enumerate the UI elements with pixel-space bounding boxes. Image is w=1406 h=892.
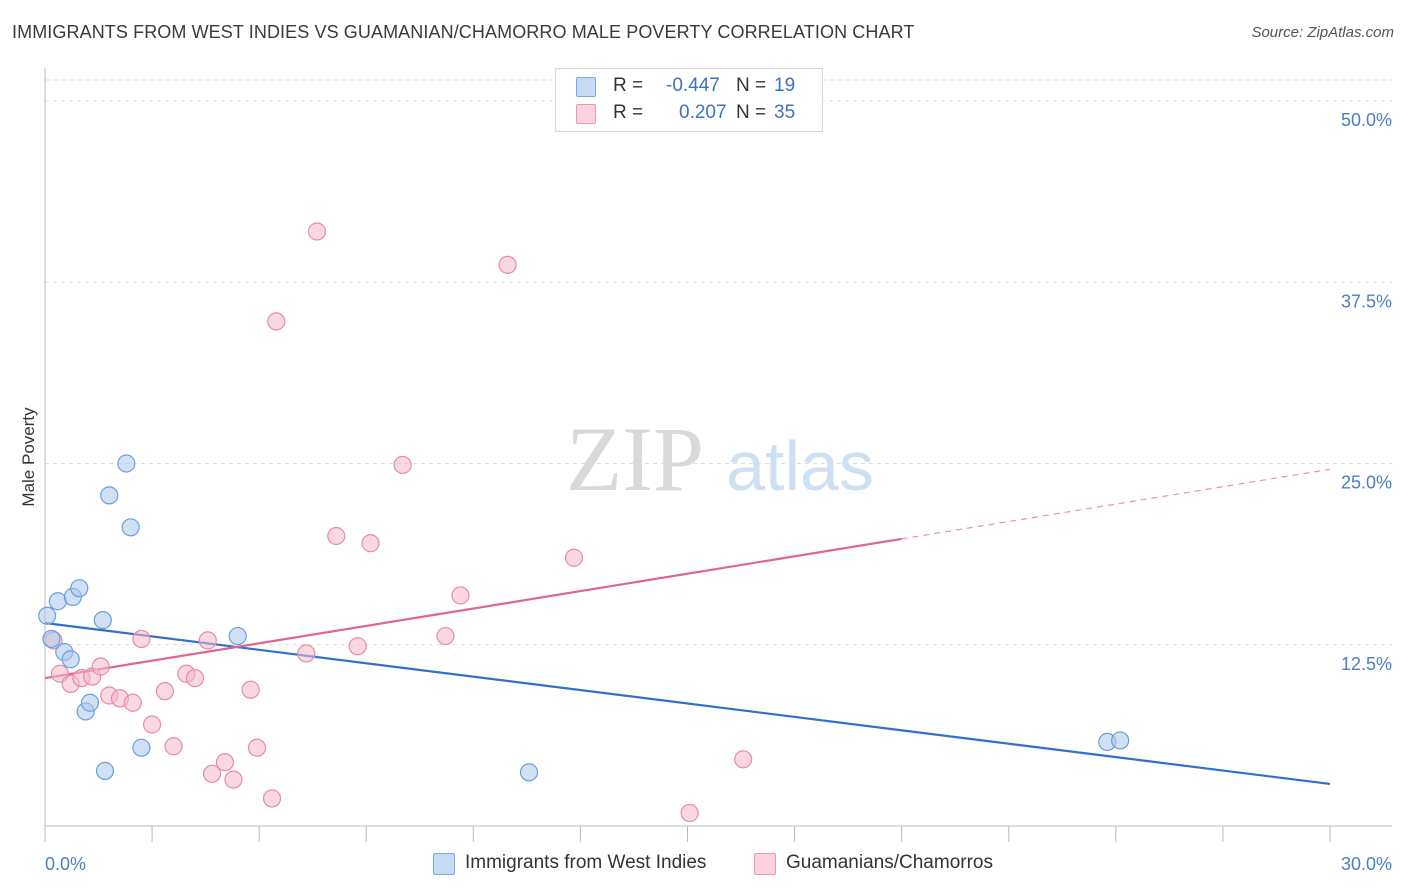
point-guamanians <box>164 737 183 756</box>
x-tick-labels: 0.0% 30.0% <box>45 854 1392 874</box>
point-west-indies <box>1111 731 1130 750</box>
legend-swatch-west-indies <box>576 77 596 97</box>
point-west-indies <box>100 486 119 505</box>
point-guamanians <box>451 586 470 605</box>
point-west-indies <box>121 518 140 537</box>
point-guamanians <box>241 680 260 699</box>
point-guamanians <box>202 764 222 783</box>
legend-swatch-guamanians <box>576 104 596 124</box>
point-guamanians <box>247 738 267 757</box>
point-guamanians <box>224 770 243 789</box>
legend-r-label: R = <box>613 102 644 123</box>
point-guamanians <box>564 548 584 567</box>
trend-line-west-indies <box>44 621 1331 786</box>
trend-lines <box>44 468 1331 786</box>
point-guamanians <box>393 455 412 475</box>
trend-line-extension <box>901 468 1331 540</box>
bottom-legend-swatch-west-indies <box>433 853 455 875</box>
point-guamanians <box>262 789 282 808</box>
legend-n-value: 19 <box>774 75 796 96</box>
point-guamanians <box>132 629 151 649</box>
point-guamanians <box>155 682 175 701</box>
x-tick-label: 30.0% <box>1341 854 1392 874</box>
legend-n-label: N = <box>736 102 767 123</box>
point-west-indies <box>519 763 539 782</box>
point-guamanians <box>680 803 699 823</box>
correlation-legend: R = -0.447 N = 19 R = 0.207 N = 35 <box>555 68 823 132</box>
y-tick-label: 50.0% <box>1341 110 1392 130</box>
y-tick-label: 25.0% <box>1341 473 1392 493</box>
bottom-legend-label: Immigrants from West Indies <box>465 852 707 873</box>
point-guamanians <box>123 693 142 712</box>
point-guamanians <box>198 631 217 650</box>
point-west-indies <box>48 592 67 611</box>
point-guamanians <box>185 668 205 688</box>
y-tick-label: 12.5% <box>1341 654 1392 674</box>
point-west-indies <box>61 650 80 669</box>
point-west-indies <box>95 761 115 781</box>
point-guamanians <box>91 657 110 676</box>
point-guamanians <box>307 222 327 241</box>
point-west-indies <box>80 693 100 712</box>
point-guamanians <box>297 644 316 663</box>
y-axis-label: Male Poverty <box>19 407 38 507</box>
point-guamanians <box>267 312 286 331</box>
bottom-legend-swatch-guamanians <box>754 853 776 875</box>
watermark: ZIP atlas <box>566 408 874 510</box>
legend-n-value: 35 <box>774 102 796 123</box>
point-west-indies <box>38 606 57 625</box>
point-guamanians <box>436 626 455 646</box>
chart-title: IMMIGRANTS FROM WEST INDIES VS GUAMANIAN… <box>12 22 915 42</box>
bottom-legend-label: Guamanians/Chamorros <box>786 852 993 873</box>
point-west-indies <box>42 629 61 649</box>
y-tick-labels: 12.5% 25.0% 37.5% 50.0% <box>1341 110 1392 674</box>
data-points <box>38 222 1130 823</box>
point-guamanians <box>327 526 346 546</box>
x-tick-label: 0.0% <box>45 854 86 874</box>
source-label: Source: ZipAtlas.com <box>1251 24 1394 41</box>
grid <box>45 79 1392 646</box>
point-west-indies <box>117 454 136 473</box>
legend-r-label: R = <box>613 75 644 96</box>
point-guamanians <box>361 534 380 553</box>
point-guamanians <box>215 753 234 772</box>
legend-n-label: N = <box>736 75 767 96</box>
point-west-indies <box>132 738 151 757</box>
legend-r-value: -0.447 <box>666 75 720 96</box>
point-west-indies <box>70 579 89 598</box>
watermark-atlas: atlas <box>726 427 874 505</box>
y-tick-label: 37.5% <box>1341 291 1392 311</box>
point-west-indies <box>93 610 112 630</box>
watermark-zip: ZIP <box>566 408 704 510</box>
legend-r-value: 0.207 <box>679 102 727 123</box>
trend-line-guamanians <box>44 537 902 680</box>
point-west-indies <box>228 626 247 646</box>
point-guamanians <box>734 750 753 769</box>
point-guamanians <box>348 637 367 656</box>
point-guamanians <box>142 715 162 734</box>
axes <box>44 68 1392 842</box>
point-guamanians <box>498 255 517 274</box>
